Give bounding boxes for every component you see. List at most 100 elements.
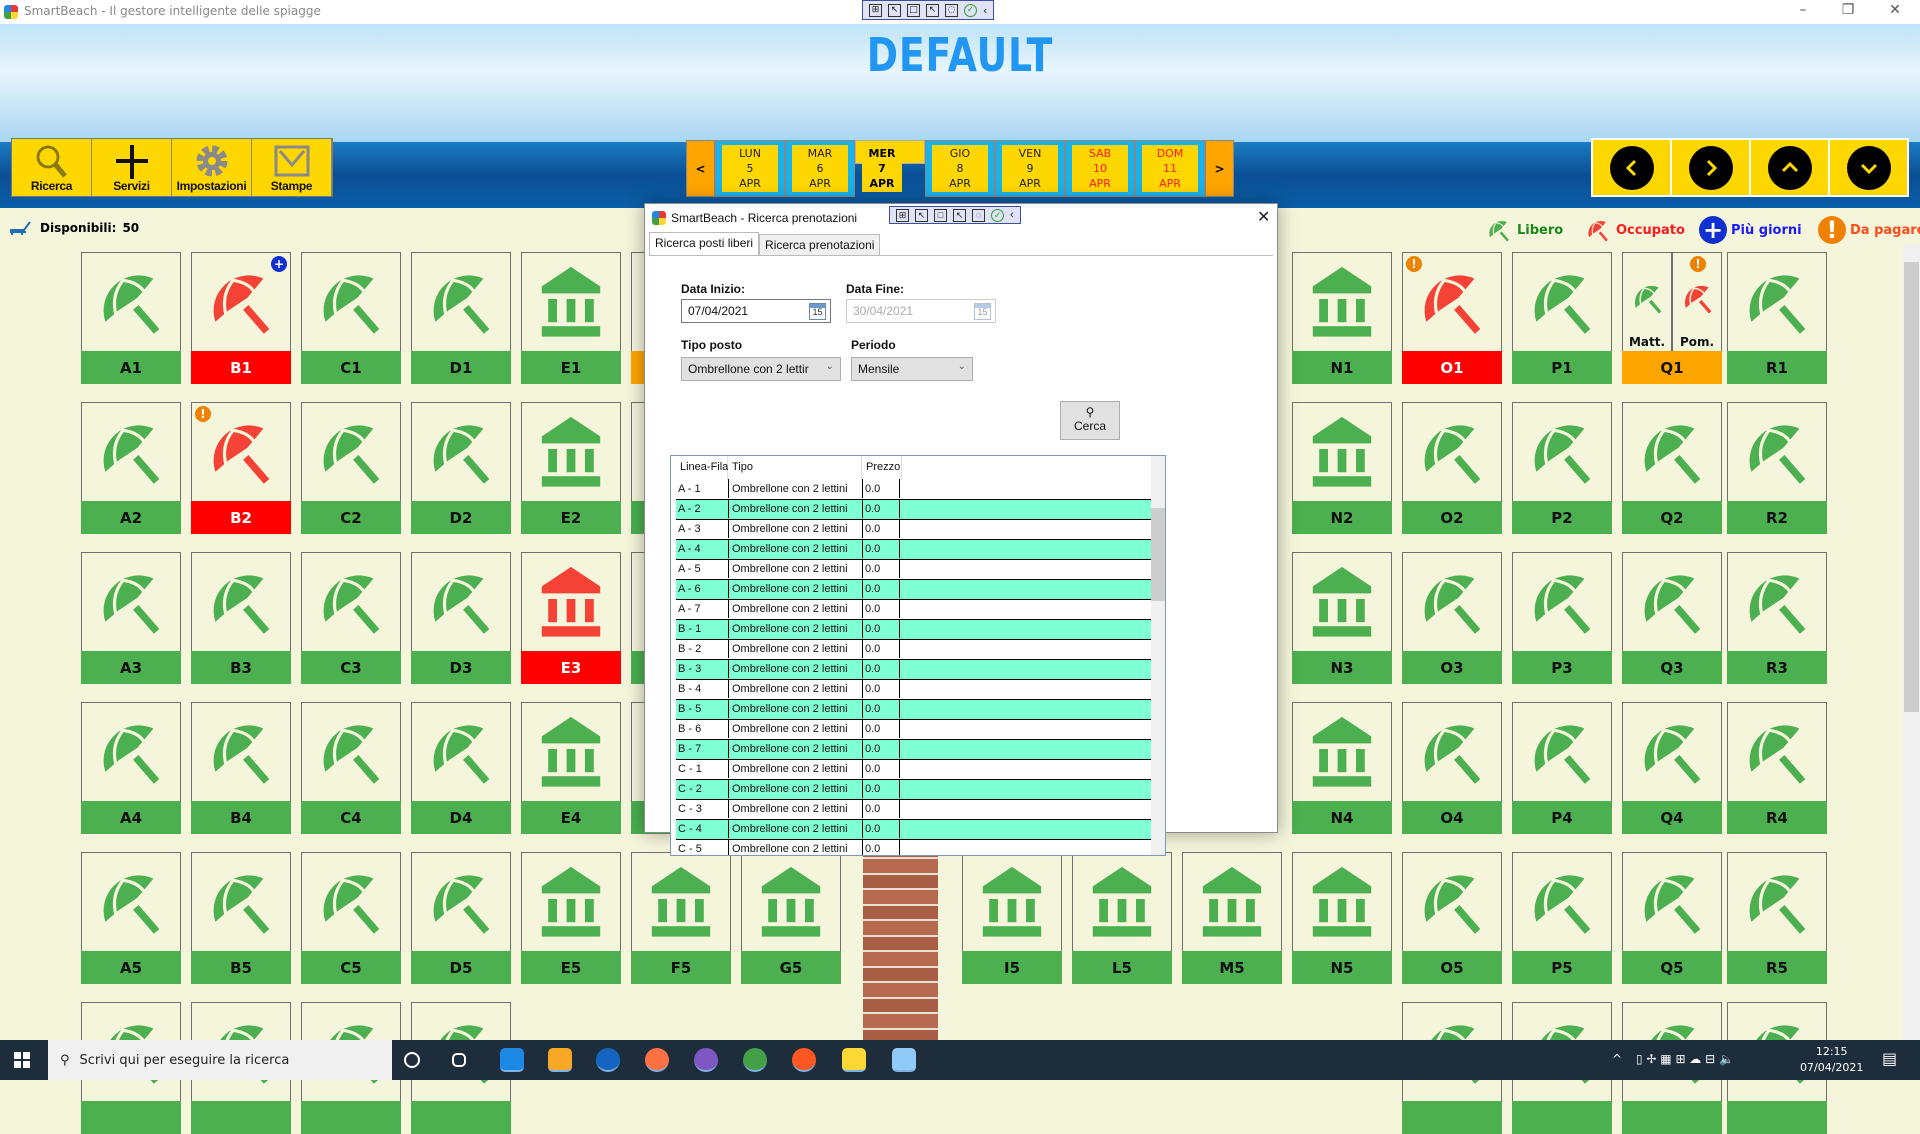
spot-c3[interactable]: C3 [301, 552, 401, 684]
pycharm-icon[interactable] [743, 1048, 767, 1072]
table-row[interactable]: C - 4 Ombrellone con 2 lettini 0.0 [676, 819, 1153, 840]
table-row[interactable]: B - 4 Ombrellone con 2 lettini 0.0 [676, 679, 1153, 700]
brave-icon[interactable] [792, 1048, 816, 1072]
calendar-icon[interactable]: 15 [809, 303, 826, 320]
spot-d5[interactable]: D5 [411, 852, 511, 984]
spot-r2[interactable]: R2 [1727, 402, 1827, 534]
morning-slot[interactable]: Matt. [1622, 252, 1672, 352]
spot-c1[interactable]: C1 [301, 252, 401, 384]
spot-a3[interactable]: A3 [81, 552, 181, 684]
spot-p1[interactable]: P1 [1512, 252, 1612, 384]
spot-q3[interactable]: Q3 [1622, 552, 1722, 684]
spot-q5[interactable]: Q5 [1622, 852, 1722, 984]
spot-o3[interactable]: O3 [1402, 552, 1502, 684]
table-row[interactable]: C - 3 Ombrellone con 2 lettini 0.0 [676, 799, 1153, 820]
spot-m5[interactable]: M5 [1182, 852, 1282, 984]
spot-p4[interactable]: P4 [1512, 702, 1612, 834]
spot-c2[interactable]: C2 [301, 402, 401, 534]
skype-icon[interactable] [500, 1048, 524, 1072]
spot-d1[interactable]: D1 [411, 252, 511, 384]
spot-q4[interactable]: Q4 [1622, 702, 1722, 834]
spot-b3[interactable]: B3 [191, 552, 291, 684]
cortana-icon[interactable] [404, 1052, 420, 1068]
thunderbird-icon[interactable] [596, 1048, 620, 1072]
tray-icons[interactable]: ▯ ✢ ▦ ⊞ ☁ ⊟ 🔈 [1636, 1052, 1734, 1066]
spot-p5[interactable]: P5 [1512, 852, 1612, 984]
start-date-field[interactable]: 07/04/2021 15 [681, 299, 831, 323]
spot-a5[interactable]: A5 [81, 852, 181, 984]
firefox-icon[interactable] [645, 1048, 669, 1072]
spot-n5[interactable]: N5 [1292, 852, 1392, 984]
afternoon-slot[interactable]: ! Pom. [1672, 252, 1722, 352]
table-row[interactable]: C - 2 Ombrellone con 2 lettini 0.0 [676, 779, 1153, 800]
column-header[interactable]: Prezzo [862, 456, 902, 480]
table-row[interactable]: B - 3 Ombrellone con 2 lettini 0.0 [676, 659, 1153, 680]
clock[interactable]: 12:15 07/04/2021 [1800, 1045, 1864, 1074]
scroll-up-button[interactable] [1751, 140, 1828, 195]
day-ven[interactable]: VEN 9 APR [995, 140, 1065, 197]
day-gio[interactable]: GIO 8 APR [925, 140, 995, 197]
table-row[interactable]: B - 1 Ombrellone con 2 lettini 0.0 [676, 619, 1153, 640]
spot-a4[interactable]: A4 [81, 702, 181, 834]
day-lun[interactable]: LUN 5 APR [715, 140, 785, 197]
spot-e5[interactable]: E5 [521, 852, 621, 984]
spot-o2[interactable]: O2 [1402, 402, 1502, 534]
table-row[interactable]: B - 7 Ombrellone con 2 lettini 0.0 [676, 739, 1153, 760]
column-header[interactable]: Tipo [728, 456, 862, 480]
tab-free-spots[interactable]: Ricerca posti liberi [649, 232, 760, 256]
table-row[interactable]: A - 3 Ombrellone con 2 lettini 0.0 [676, 519, 1153, 540]
tray-expand-icon[interactable]: ^ [1612, 1052, 1623, 1066]
close-button[interactable]: ✕ [1889, 2, 1901, 18]
spot-p3[interactable]: P3 [1512, 552, 1612, 684]
table-row[interactable]: A - 4 Ombrellone con 2 lettini 0.0 [676, 539, 1153, 560]
spot-f5[interactable]: F5 [631, 852, 731, 984]
column-header[interactable]: Linea-Fila [676, 456, 728, 480]
spot-p2[interactable]: P2 [1512, 402, 1612, 534]
spot-o5[interactable]: O5 [1402, 852, 1502, 984]
prev-week-button[interactable]: < [686, 140, 715, 197]
day-dom[interactable]: DOM 11 APR [1135, 140, 1205, 197]
table-row[interactable]: B - 2 Ombrellone con 2 lettini 0.0 [676, 639, 1153, 660]
task-view-icon[interactable] [452, 1053, 466, 1067]
spot-e4[interactable]: E4 [521, 702, 621, 834]
spot-g5[interactable]: G5 [741, 852, 841, 984]
spot-q1[interactable]: Matt. ! Pom. Q1 [1622, 252, 1722, 384]
file-explorer-icon[interactable] [548, 1048, 572, 1072]
spot-c5[interactable]: C5 [301, 852, 401, 984]
spot-o4[interactable]: O4 [1402, 702, 1502, 834]
debug-toolbar[interactable]: ⊞ ↖ □ ↖ ◌ ✓ ‹ [862, 0, 995, 20]
map-scrollbar-thumb[interactable] [1904, 262, 1919, 712]
taskbar-search[interactable]: ⚲ Scrivi qui per eseguire la ricerca [48, 1040, 392, 1080]
paint-icon[interactable] [892, 1048, 916, 1072]
tab-reservations[interactable]: Ricerca prenotazioni [759, 234, 881, 256]
spot-d4[interactable]: D4 [411, 702, 511, 834]
dialog-close-button[interactable]: ✕ [1257, 209, 1271, 226]
spot-d3[interactable]: D3 [411, 552, 511, 684]
cerca-button[interactable]: ⚲ Cerca [1060, 401, 1120, 440]
servizi-button[interactable]: Servizi [92, 139, 172, 196]
ricerca-button[interactable]: Ricerca [12, 139, 92, 196]
spot-n4[interactable]: N4 [1292, 702, 1392, 834]
day-sab[interactable]: SAB 10 APR [1065, 140, 1135, 197]
impostazioni-button[interactable]: Impostazioni [172, 139, 252, 196]
scroll-right-button[interactable] [1672, 140, 1749, 195]
spot-b4[interactable]: B4 [191, 702, 291, 834]
spot-n2[interactable]: N2 [1292, 402, 1392, 534]
spot-n3[interactable]: N3 [1292, 552, 1392, 684]
spot-c4[interactable]: C4 [301, 702, 401, 834]
table-row[interactable]: B - 5 Ombrellone con 2 lettini 0.0 [676, 699, 1153, 720]
type-select[interactable]: Ombrellone con 2 lettir ⌄ [681, 357, 841, 381]
smartbeach-icon[interactable] [842, 1048, 866, 1072]
spot-e2[interactable]: E2 [521, 402, 621, 534]
minimize-button[interactable]: – [1799, 2, 1807, 18]
table-row[interactable]: A - 2 Ombrellone con 2 lettini 0.0 [676, 499, 1153, 520]
spot-o1[interactable]: ! O1 [1402, 252, 1502, 384]
period-select[interactable]: Mensile ⌄ [851, 357, 973, 381]
scroll-left-button[interactable] [1593, 140, 1670, 195]
spot-a2[interactable]: A2 [81, 402, 181, 534]
spot-r5[interactable]: R5 [1727, 852, 1827, 984]
spot-r1[interactable]: R1 [1727, 252, 1827, 384]
spot-q2[interactable]: Q2 [1622, 402, 1722, 534]
spot-l5[interactable]: L5 [1072, 852, 1172, 984]
spot-e3[interactable]: E3 [521, 552, 621, 684]
